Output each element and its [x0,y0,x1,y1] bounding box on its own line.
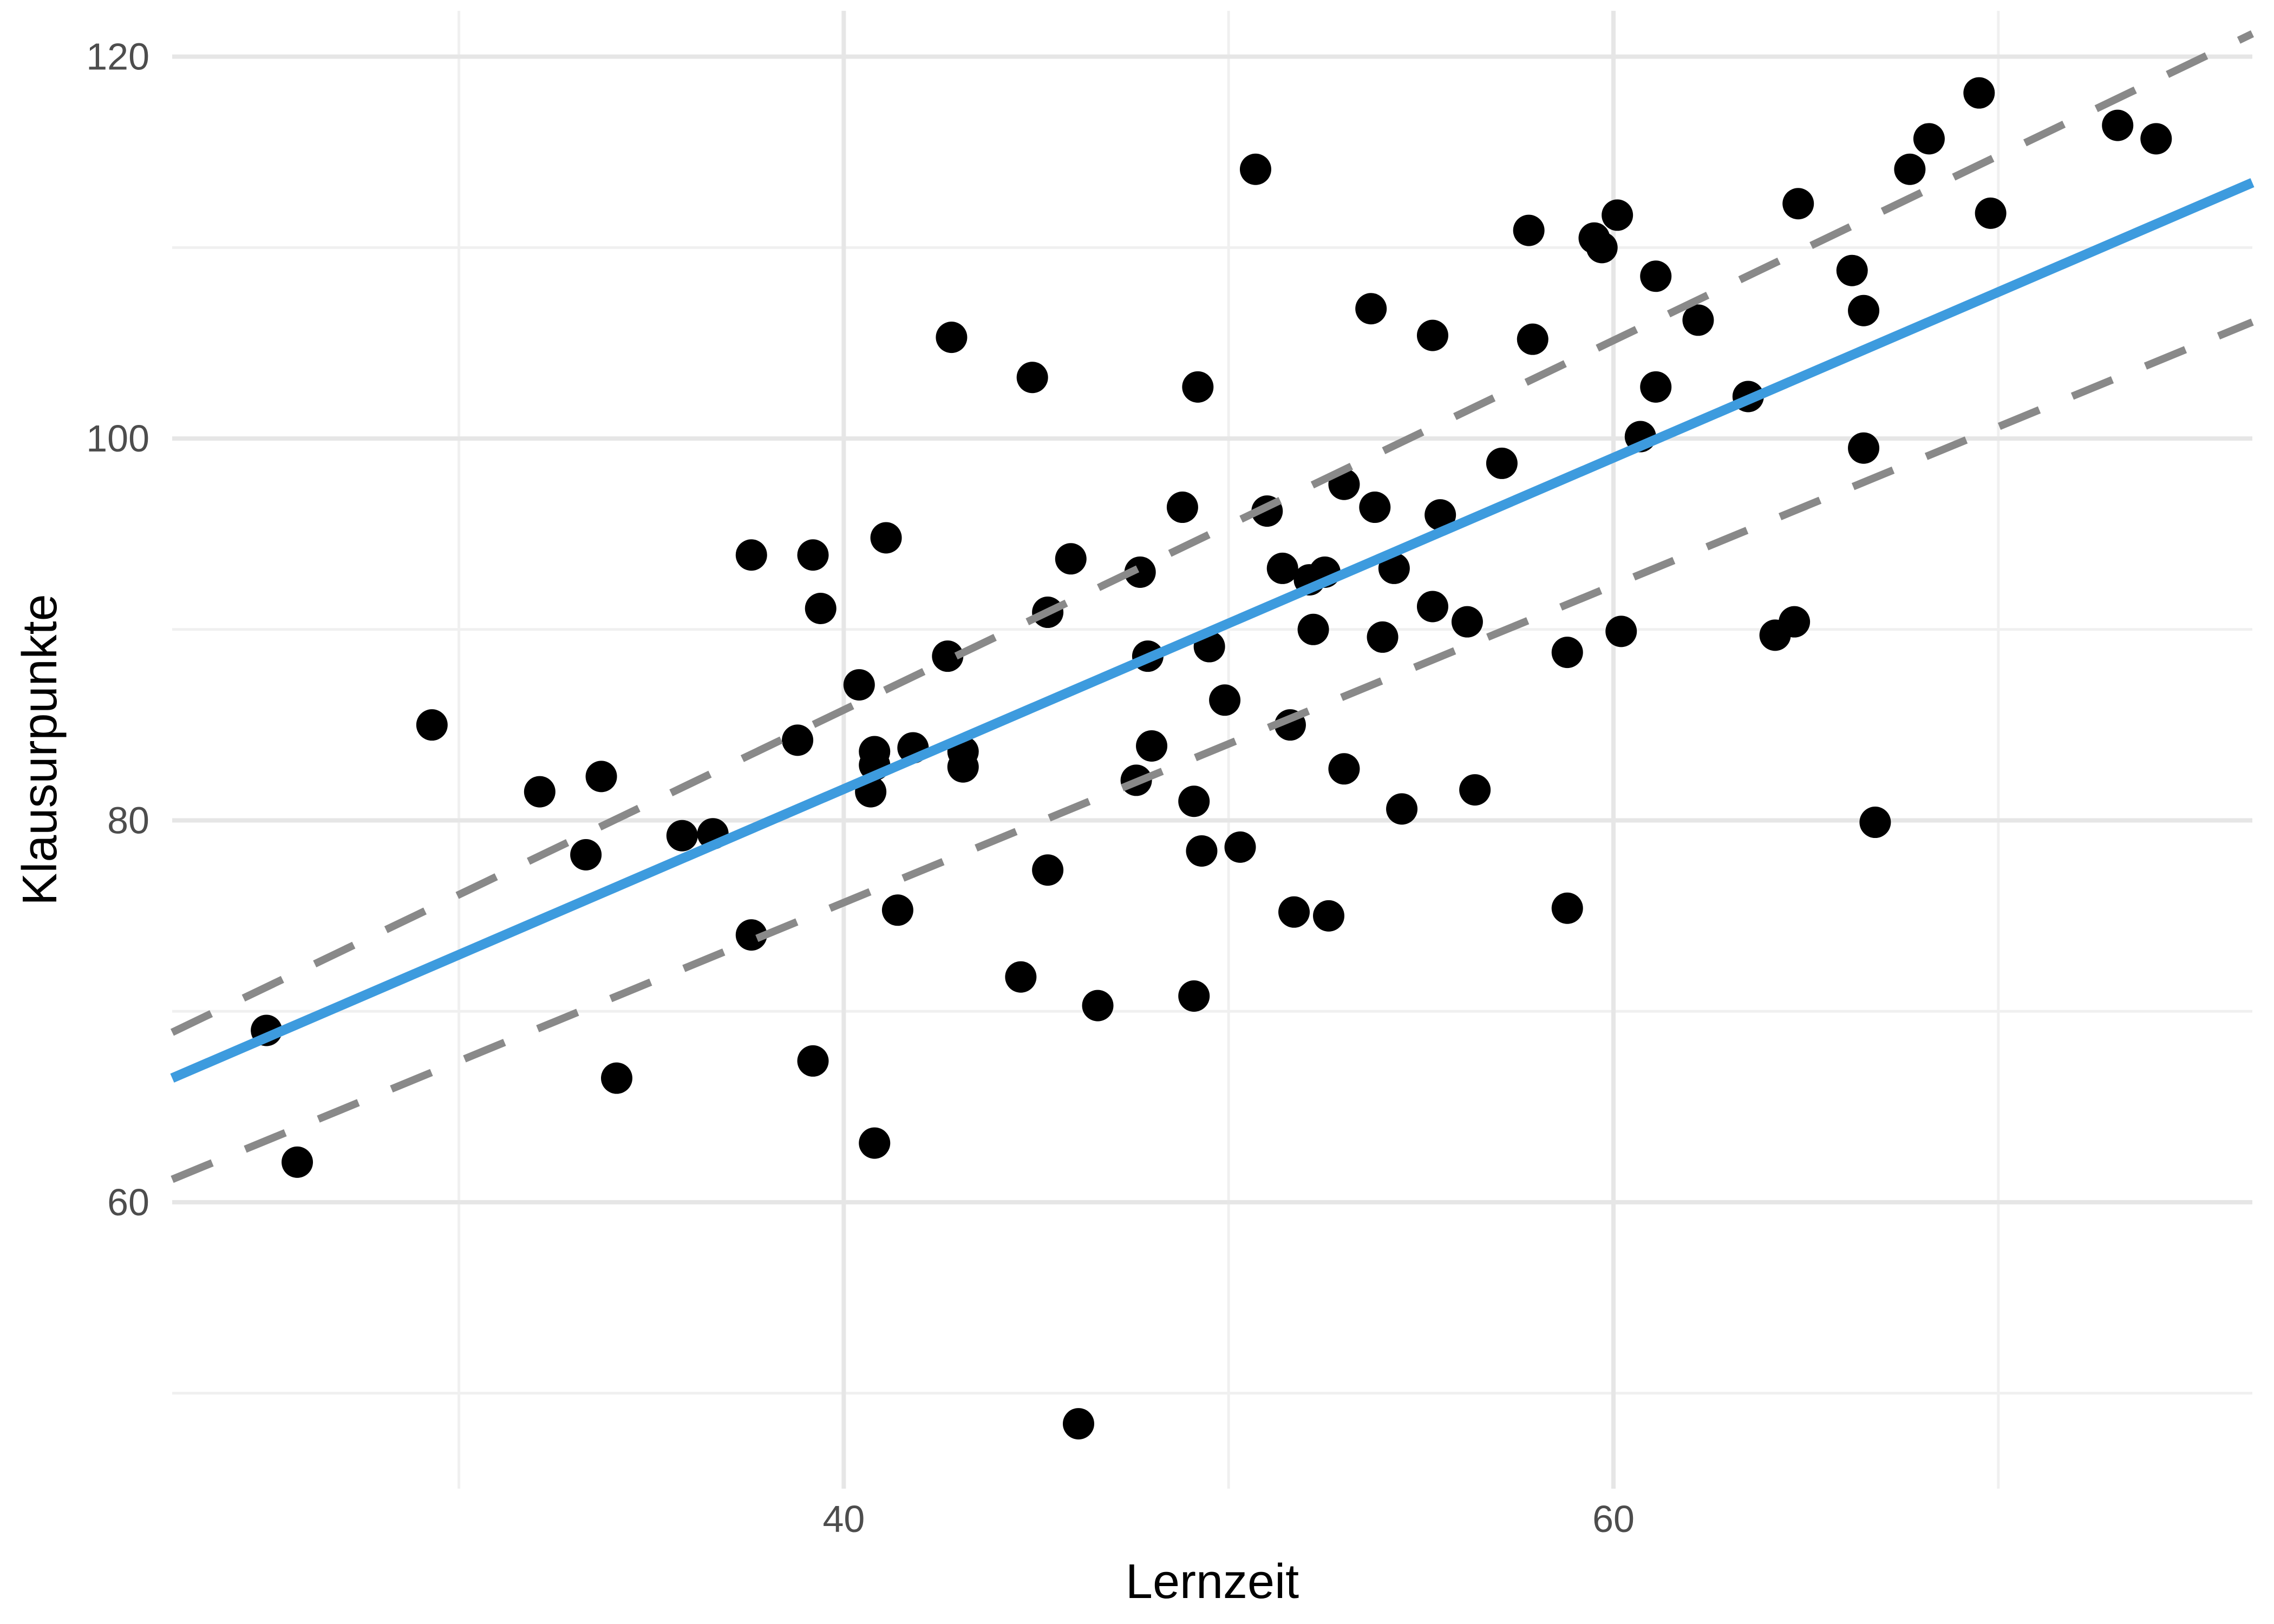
data-point [1016,362,1048,394]
data-point [585,761,617,793]
scatter-points [251,77,2172,1440]
data-point [1055,543,1087,575]
data-point [601,1062,633,1094]
axis-tick-labels: 60 80 100 120 40 60 [86,36,1635,1540]
data-point [1032,854,1064,886]
data-point [1963,77,1995,109]
data-point [859,1127,891,1159]
data-point [1239,153,1271,185]
data-point [282,1146,313,1178]
x-tick-label: 60 [1592,1498,1635,1540]
data-point [797,1045,829,1077]
data-point [1848,432,1880,464]
data-point [2140,123,2172,155]
data-point [881,894,913,926]
data-point [1459,774,1491,806]
data-point [1451,606,1483,638]
x-axis-title: Lernzeit [1126,1555,1299,1609]
data-point [1513,214,1545,246]
data-point [1605,615,1637,647]
data-point [1297,613,1329,645]
data-point [1266,552,1298,584]
regression-line [170,178,2255,1083]
data-point [1517,323,1548,355]
data-point [1894,153,1926,185]
data-point [1779,606,1811,638]
fit-lines [170,30,2255,1183]
data-point [932,640,964,672]
data-point [1005,961,1037,993]
data-point [1224,831,1256,863]
x-tick-label: 40 [822,1498,865,1540]
data-point [735,539,767,571]
data-point [1124,556,1156,588]
data-point [1586,232,1618,264]
data-point [570,839,602,870]
data-point [1062,1408,1094,1440]
data-point [947,751,979,783]
data-point [1178,980,1210,1012]
data-point [843,669,875,701]
data-point [1136,730,1168,762]
data-point [797,539,829,571]
data-point [1166,492,1198,523]
data-point [1424,499,1456,531]
data-point [782,724,814,756]
interval-upper [170,30,2255,1036]
data-point [1682,304,1714,336]
data-point [666,820,698,852]
data-point [1640,260,1672,292]
data-point [1367,621,1399,653]
data-point [1386,793,1418,825]
data-point [1313,900,1345,932]
data-point [1278,896,1310,928]
data-point [416,709,448,741]
data-point [1975,197,2007,229]
data-point [1640,371,1672,403]
data-point [1355,293,1387,325]
data-point [2102,109,2134,141]
data-point [936,322,968,353]
data-point [735,919,767,951]
data-point [1186,835,1218,867]
data-point [1359,492,1391,523]
data-point [1782,188,1814,220]
gridlines-major [172,11,2252,1489]
data-point [1602,199,1633,231]
data-point [1416,591,1448,623]
data-point [1082,990,1114,1021]
data-point [1328,753,1360,785]
data-point [1836,254,1868,286]
data-point [805,592,837,624]
data-point [1178,785,1210,817]
y-tick-label: 100 [86,417,149,460]
y-axis-title: Klausurpunkte [13,594,67,905]
interval-lower [171,318,2254,1183]
y-tick-label: 60 [107,1181,149,1223]
data-point [1848,294,1880,326]
data-point [1209,684,1241,716]
data-point [1551,892,1583,924]
data-point [1859,807,1891,839]
y-tick-label: 80 [107,800,149,842]
data-point [870,522,902,554]
data-point [524,776,556,808]
data-point [1416,319,1448,351]
data-point [1913,123,1945,155]
y-tick-label: 120 [86,36,149,78]
data-point [1486,447,1518,479]
data-point [1551,637,1583,669]
data-point [1182,371,1214,403]
